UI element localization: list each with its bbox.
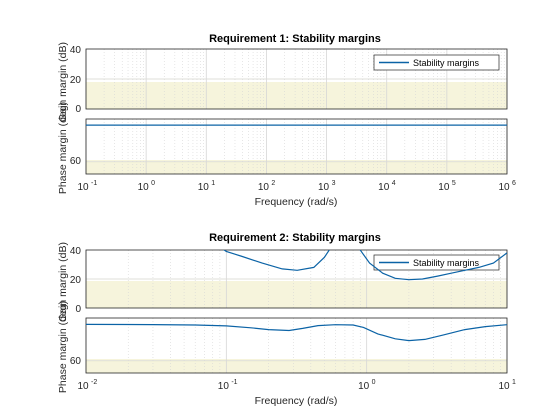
x-tick-exponent: 3 — [332, 180, 336, 187]
x-tick-label: 10 — [138, 182, 150, 193]
chart1-legend-label: Stability margins — [413, 58, 480, 68]
chart2-gain-panel: 40 20 0 Gain margin (dB) Stability margi… — [57, 242, 508, 322]
chart1-phase-ytick-60: 60 — [70, 156, 82, 167]
x-tick-exponent: 0 — [151, 180, 155, 187]
chart2-phase-series-line — [86, 323, 507, 342]
chart1-phase-grid — [85, 119, 508, 174]
x-tick-exponent: 5 — [452, 180, 456, 187]
x-tick-label: 10 — [438, 182, 450, 193]
x-tick-label: 10 — [77, 182, 89, 193]
chart1-gain-ytick-40: 40 — [70, 45, 82, 56]
chart2-legend-label: Stability margins — [413, 258, 480, 268]
chart1-phase-axes — [85, 118, 508, 175]
chart2-gain-requirement-band — [86, 281, 507, 308]
x-tick-label: 10 — [498, 182, 510, 193]
chart2-xlabel: Frequency (rad/s) — [255, 395, 338, 407]
chart2-gain-ytick-20: 20 — [70, 275, 82, 286]
chart1-gain-ytick-0: 0 — [75, 104, 81, 115]
chart2-legend: Stability margins — [373, 254, 500, 271]
x-tick-label: 10 — [498, 381, 510, 392]
x-tick-label: 10 — [258, 182, 270, 193]
chart1-gain-panel: 40 20 0 Gain margin (dB) Stability margi… — [57, 42, 508, 122]
chart1-phase-requirement-band — [86, 160, 507, 174]
chart2-title: Requirement 2: Stability margins — [209, 232, 381, 244]
chart2-gain-ylabel: Gain margin (dB) — [57, 242, 69, 322]
chart2-gain-series-line — [359, 250, 507, 281]
x-tick-exponent: -1 — [91, 180, 97, 187]
x-tick-label: 10 — [358, 381, 370, 392]
x-tick-exponent: -2 — [91, 379, 97, 386]
x-tick-label: 10 — [378, 182, 390, 193]
chart1-xlabel: Frequency (rad/s) — [255, 196, 338, 208]
chart2-xticks: 10 -2 10 -1 10 0 10 1 — [77, 379, 516, 392]
chart2-phase-requirement-band — [86, 359, 507, 373]
chart1-legend-box — [373, 54, 500, 71]
x-tick-exponent: 0 — [372, 379, 376, 386]
chart1-phase-panel: 60 Phase margin (deg) — [57, 102, 508, 194]
x-tick-exponent: 1 — [512, 379, 516, 386]
chart2-phase-axes — [85, 317, 508, 374]
x-tick-label: 10 — [198, 182, 210, 193]
chart-curves — [86, 124, 507, 342]
chart1-legend: Stability margins — [373, 54, 500, 71]
chart1-gain-axes — [85, 48, 508, 110]
chart1-gain-ytick-20: 20 — [70, 75, 82, 86]
chart1-xticks: 10 -1 10 0 10 1 10 2 10 3 10 4 10 5 10 6 — [77, 180, 516, 193]
chart1-gain-ylabel: Gain margin (dB) — [57, 42, 69, 122]
x-tick-exponent: 6 — [512, 180, 516, 187]
chart2-gain-ytick-0: 0 — [75, 304, 81, 315]
x-tick-label: 10 — [77, 381, 89, 392]
chart2-gain-axes — [85, 249, 508, 309]
chart2-gain-series-line — [223, 250, 330, 271]
x-tick-exponent: 2 — [271, 180, 275, 187]
chart1-gain-requirement-band — [86, 82, 507, 109]
x-tick-exponent: 4 — [392, 180, 396, 187]
chart2-legend-box — [373, 254, 500, 271]
chart1-title: Requirement 1: Stability margins — [209, 33, 381, 45]
chart1-phase-ylabel: Phase margin (deg) — [57, 102, 69, 194]
x-tick-label: 10 — [318, 182, 330, 193]
x-tick-exponent: -1 — [231, 379, 237, 386]
chart2-phase-ytick-60: 60 — [70, 356, 82, 367]
chart2-gain-ytick-40: 40 — [70, 246, 82, 257]
x-tick-exponent: 1 — [211, 180, 215, 187]
chart2-phase-panel: 60 Phase margin (deg) — [57, 301, 508, 393]
chart2-phase-ylabel: Phase margin (deg) — [57, 301, 69, 393]
x-tick-label: 10 — [218, 381, 230, 392]
